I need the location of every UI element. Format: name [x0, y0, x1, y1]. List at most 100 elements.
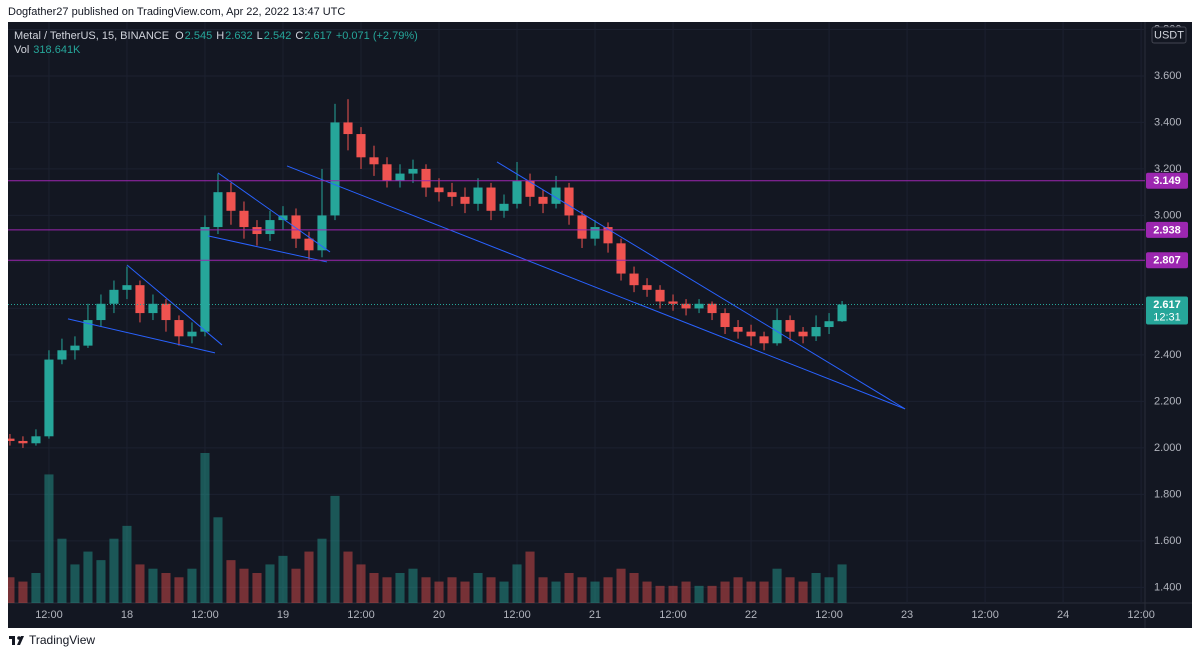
volume-bar — [252, 573, 262, 603]
change-value: +0.071 (+2.79%) — [335, 30, 418, 42]
candle-body — [616, 243, 626, 274]
x-tick-label: 12:00 — [35, 609, 63, 621]
candle-body — [96, 303, 106, 321]
candle-body — [681, 303, 691, 309]
ohlc-label: O — [175, 30, 184, 42]
countdown-label: 12:31 — [1153, 311, 1181, 323]
y-tick-label: 3.400 — [1154, 116, 1182, 128]
ohlc-label: C — [295, 30, 304, 42]
volume-bar — [265, 564, 275, 603]
x-tick-label: 18 — [121, 609, 133, 621]
y-tick-label: 1.600 — [1154, 535, 1182, 547]
candle-body — [239, 210, 249, 228]
y-tick-label: 2.000 — [1154, 442, 1182, 454]
ohlc-value: 2.632 — [225, 30, 253, 42]
currency-box — [1151, 26, 1187, 44]
volume-bar — [551, 581, 561, 603]
candle-body — [109, 289, 119, 304]
level-label: 2.807 — [1153, 255, 1181, 267]
x-tick-label: 21 — [589, 609, 601, 621]
candle-body — [720, 313, 730, 328]
candle-body — [200, 227, 210, 332]
candle-body — [135, 285, 145, 314]
level-label-box — [1146, 221, 1188, 238]
candle-body — [421, 168, 431, 188]
volume-bar — [837, 564, 847, 603]
volume-bar — [213, 517, 223, 603]
volume-bar — [694, 585, 704, 603]
volume-bar — [57, 538, 67, 603]
candle-body — [564, 187, 574, 216]
volume-bar — [486, 577, 496, 603]
volume-bar — [733, 577, 743, 603]
candle-body — [278, 215, 288, 221]
candle-body — [473, 187, 483, 204]
volume-bar — [642, 581, 652, 603]
volume-bar — [707, 585, 717, 603]
volume-bar — [304, 551, 314, 603]
y-tick-label: 3.000 — [1154, 209, 1182, 221]
candle-body — [577, 215, 587, 239]
volume-bar — [577, 577, 587, 603]
x-tick-label: 12:00 — [191, 609, 219, 621]
candle-body — [395, 173, 405, 181]
volume-bar — [70, 564, 80, 603]
candle-body — [187, 331, 197, 337]
volume-bar — [590, 581, 600, 603]
volume-bar — [148, 568, 158, 603]
candle-body — [44, 359, 54, 437]
volume-bar — [603, 577, 613, 603]
ohlc-line: Metal / TetherUS, 15, BINANCE O2.545 H2.63… — [14, 29, 422, 43]
candle-body — [512, 180, 522, 204]
candle-body — [18, 440, 28, 444]
chart-background — [8, 22, 1192, 628]
volume-bar — [785, 577, 795, 603]
volume-bar — [473, 573, 483, 603]
level-label: 3.149 — [1153, 175, 1181, 187]
candle-body — [460, 196, 470, 204]
volume-bar — [31, 573, 41, 603]
candle-body — [746, 331, 756, 337]
volume-bar — [395, 573, 405, 603]
candle-body — [304, 238, 314, 251]
candle-body — [174, 320, 184, 337]
volume-bar — [187, 568, 197, 603]
candle-body — [499, 203, 509, 211]
volume-bar — [239, 568, 249, 603]
volume-bar — [447, 577, 457, 603]
volume-bar — [18, 581, 28, 603]
candle-body — [824, 321, 834, 328]
volume-bar — [629, 573, 639, 603]
candle-body — [837, 304, 847, 322]
last-price-label: 2.617 — [1153, 299, 1181, 311]
x-tick-label: 22 — [745, 609, 757, 621]
volume-bar — [135, 564, 145, 603]
candle-body — [148, 303, 158, 314]
currency-label: USDT — [1154, 29, 1184, 41]
candle-body — [551, 187, 561, 204]
trendline — [286, 165, 906, 410]
candle-body — [707, 303, 717, 314]
volume-bar — [655, 585, 665, 603]
volume-bar — [759, 581, 769, 603]
volume-bar — [330, 495, 340, 603]
candle-body — [70, 345, 80, 351]
ohlc-label: L — [256, 30, 263, 42]
volume-bar — [369, 573, 379, 603]
trendline — [217, 172, 331, 253]
volume-bar — [174, 577, 184, 603]
volume-bar — [811, 573, 821, 603]
y-tick-label: 3.600 — [1154, 70, 1182, 82]
candle-body — [525, 180, 535, 197]
candle-body — [356, 134, 366, 158]
volume-bar — [291, 568, 301, 603]
candle-body — [642, 285, 652, 290]
candle-body — [434, 187, 444, 193]
volume-bar — [681, 581, 691, 603]
volume-bar — [421, 577, 431, 603]
candle-body — [785, 320, 795, 332]
volume-bar — [616, 568, 626, 603]
volume-bar — [460, 581, 470, 603]
level-label: 2.938 — [1153, 224, 1181, 236]
